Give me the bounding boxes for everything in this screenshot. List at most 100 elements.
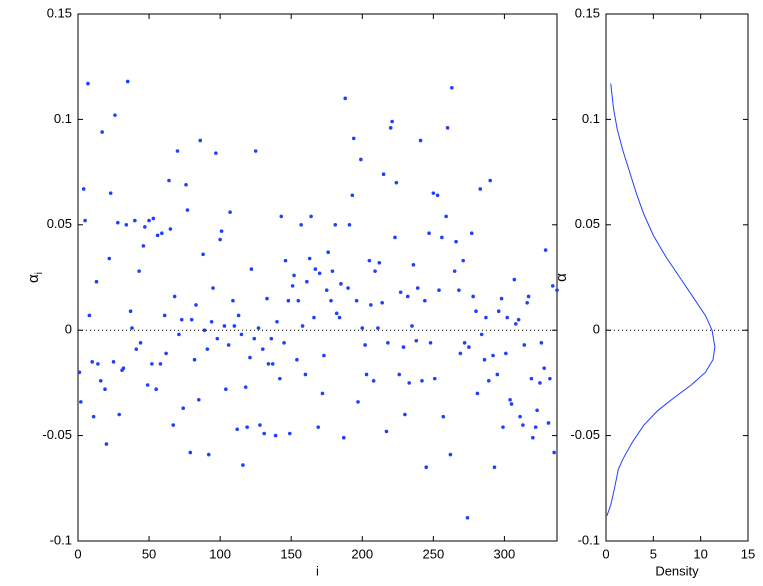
data-point xyxy=(461,258,465,263)
data-point xyxy=(96,362,100,366)
x-tick-label: 50 xyxy=(142,546,156,561)
data-point xyxy=(151,216,156,221)
y-axis-label: α xyxy=(553,273,570,282)
data-point xyxy=(457,288,461,292)
data-point xyxy=(317,271,322,276)
data-point xyxy=(292,273,296,278)
data-point xyxy=(94,279,99,284)
data-point xyxy=(147,218,151,223)
data-point xyxy=(201,252,205,257)
data-point xyxy=(104,442,109,446)
data-point xyxy=(215,336,220,341)
x-tick-label: 5 xyxy=(650,546,657,561)
data-point xyxy=(371,378,376,383)
data-point xyxy=(435,193,440,198)
y-tick-label: 0.15 xyxy=(47,5,72,20)
data-point xyxy=(324,288,329,292)
data-point xyxy=(543,248,548,252)
data-point xyxy=(516,317,521,322)
data-point xyxy=(286,298,291,303)
data-point xyxy=(427,231,431,236)
data-point xyxy=(245,425,249,429)
data-point xyxy=(77,370,82,375)
data-point xyxy=(509,402,514,406)
data-point xyxy=(219,229,224,233)
data-point xyxy=(98,378,103,383)
data-point xyxy=(420,378,424,383)
data-point xyxy=(393,235,397,240)
data-point xyxy=(367,258,372,263)
plot-frame xyxy=(77,13,558,542)
data-point xyxy=(329,298,333,303)
data-point xyxy=(103,387,107,392)
data-point xyxy=(474,309,478,314)
data-point xyxy=(450,85,454,90)
data-point xyxy=(522,343,527,347)
data-point xyxy=(269,336,274,341)
data-point xyxy=(364,372,369,377)
data-point xyxy=(179,317,184,322)
data-point xyxy=(113,113,117,117)
data-point xyxy=(548,376,552,381)
data-point xyxy=(384,429,389,434)
data-point xyxy=(475,391,480,396)
y-axis-label-symbol: α xyxy=(25,274,42,283)
data-point xyxy=(376,326,380,330)
x-axis-label: Density xyxy=(655,563,699,578)
data-point xyxy=(241,463,245,467)
data-point xyxy=(128,309,133,314)
data-point xyxy=(444,214,448,219)
data-point xyxy=(535,408,539,413)
data-point xyxy=(91,414,96,419)
data-point xyxy=(81,187,86,191)
data-point xyxy=(86,81,90,86)
y-tick-label: 0.05 xyxy=(47,216,72,231)
data-point xyxy=(341,435,346,440)
data-point xyxy=(525,300,529,305)
data-point xyxy=(107,256,112,261)
data-point xyxy=(134,347,139,351)
data-point xyxy=(270,362,275,366)
x-axis-label: i xyxy=(316,563,319,578)
data-point xyxy=(504,351,508,356)
data-point xyxy=(150,362,154,366)
y-tick-label: 0.1 xyxy=(54,111,72,126)
data-point xyxy=(278,376,282,381)
data-point xyxy=(133,218,137,223)
data-point xyxy=(330,269,335,273)
data-point xyxy=(214,151,218,155)
data-point xyxy=(273,433,278,438)
data-point xyxy=(141,244,146,248)
data-point xyxy=(499,296,504,301)
data-point xyxy=(282,341,286,345)
data-point xyxy=(198,138,203,143)
data-point xyxy=(505,315,510,320)
data-point xyxy=(158,362,163,366)
data-point xyxy=(538,381,542,385)
data-point xyxy=(418,138,423,143)
data-point xyxy=(258,423,262,427)
y-tick-label: -0.1 xyxy=(50,532,72,547)
data-point xyxy=(337,315,342,320)
data-point xyxy=(482,357,487,362)
data-point xyxy=(290,284,295,288)
x-tick-label: 0 xyxy=(602,546,609,561)
data-point xyxy=(550,284,555,288)
data-point xyxy=(137,269,141,273)
data-point xyxy=(111,360,116,364)
data-point xyxy=(300,324,305,328)
data-point xyxy=(125,79,130,84)
data-point xyxy=(441,414,446,419)
data-point xyxy=(334,311,339,316)
data-point xyxy=(252,336,257,341)
data-point xyxy=(458,351,463,356)
data-point xyxy=(171,423,176,427)
data-point xyxy=(428,341,433,345)
data-point xyxy=(448,452,453,457)
data-point xyxy=(424,465,429,470)
data-point xyxy=(533,425,538,429)
data-point xyxy=(322,353,326,358)
data-point xyxy=(333,223,338,227)
data-point xyxy=(177,332,181,337)
